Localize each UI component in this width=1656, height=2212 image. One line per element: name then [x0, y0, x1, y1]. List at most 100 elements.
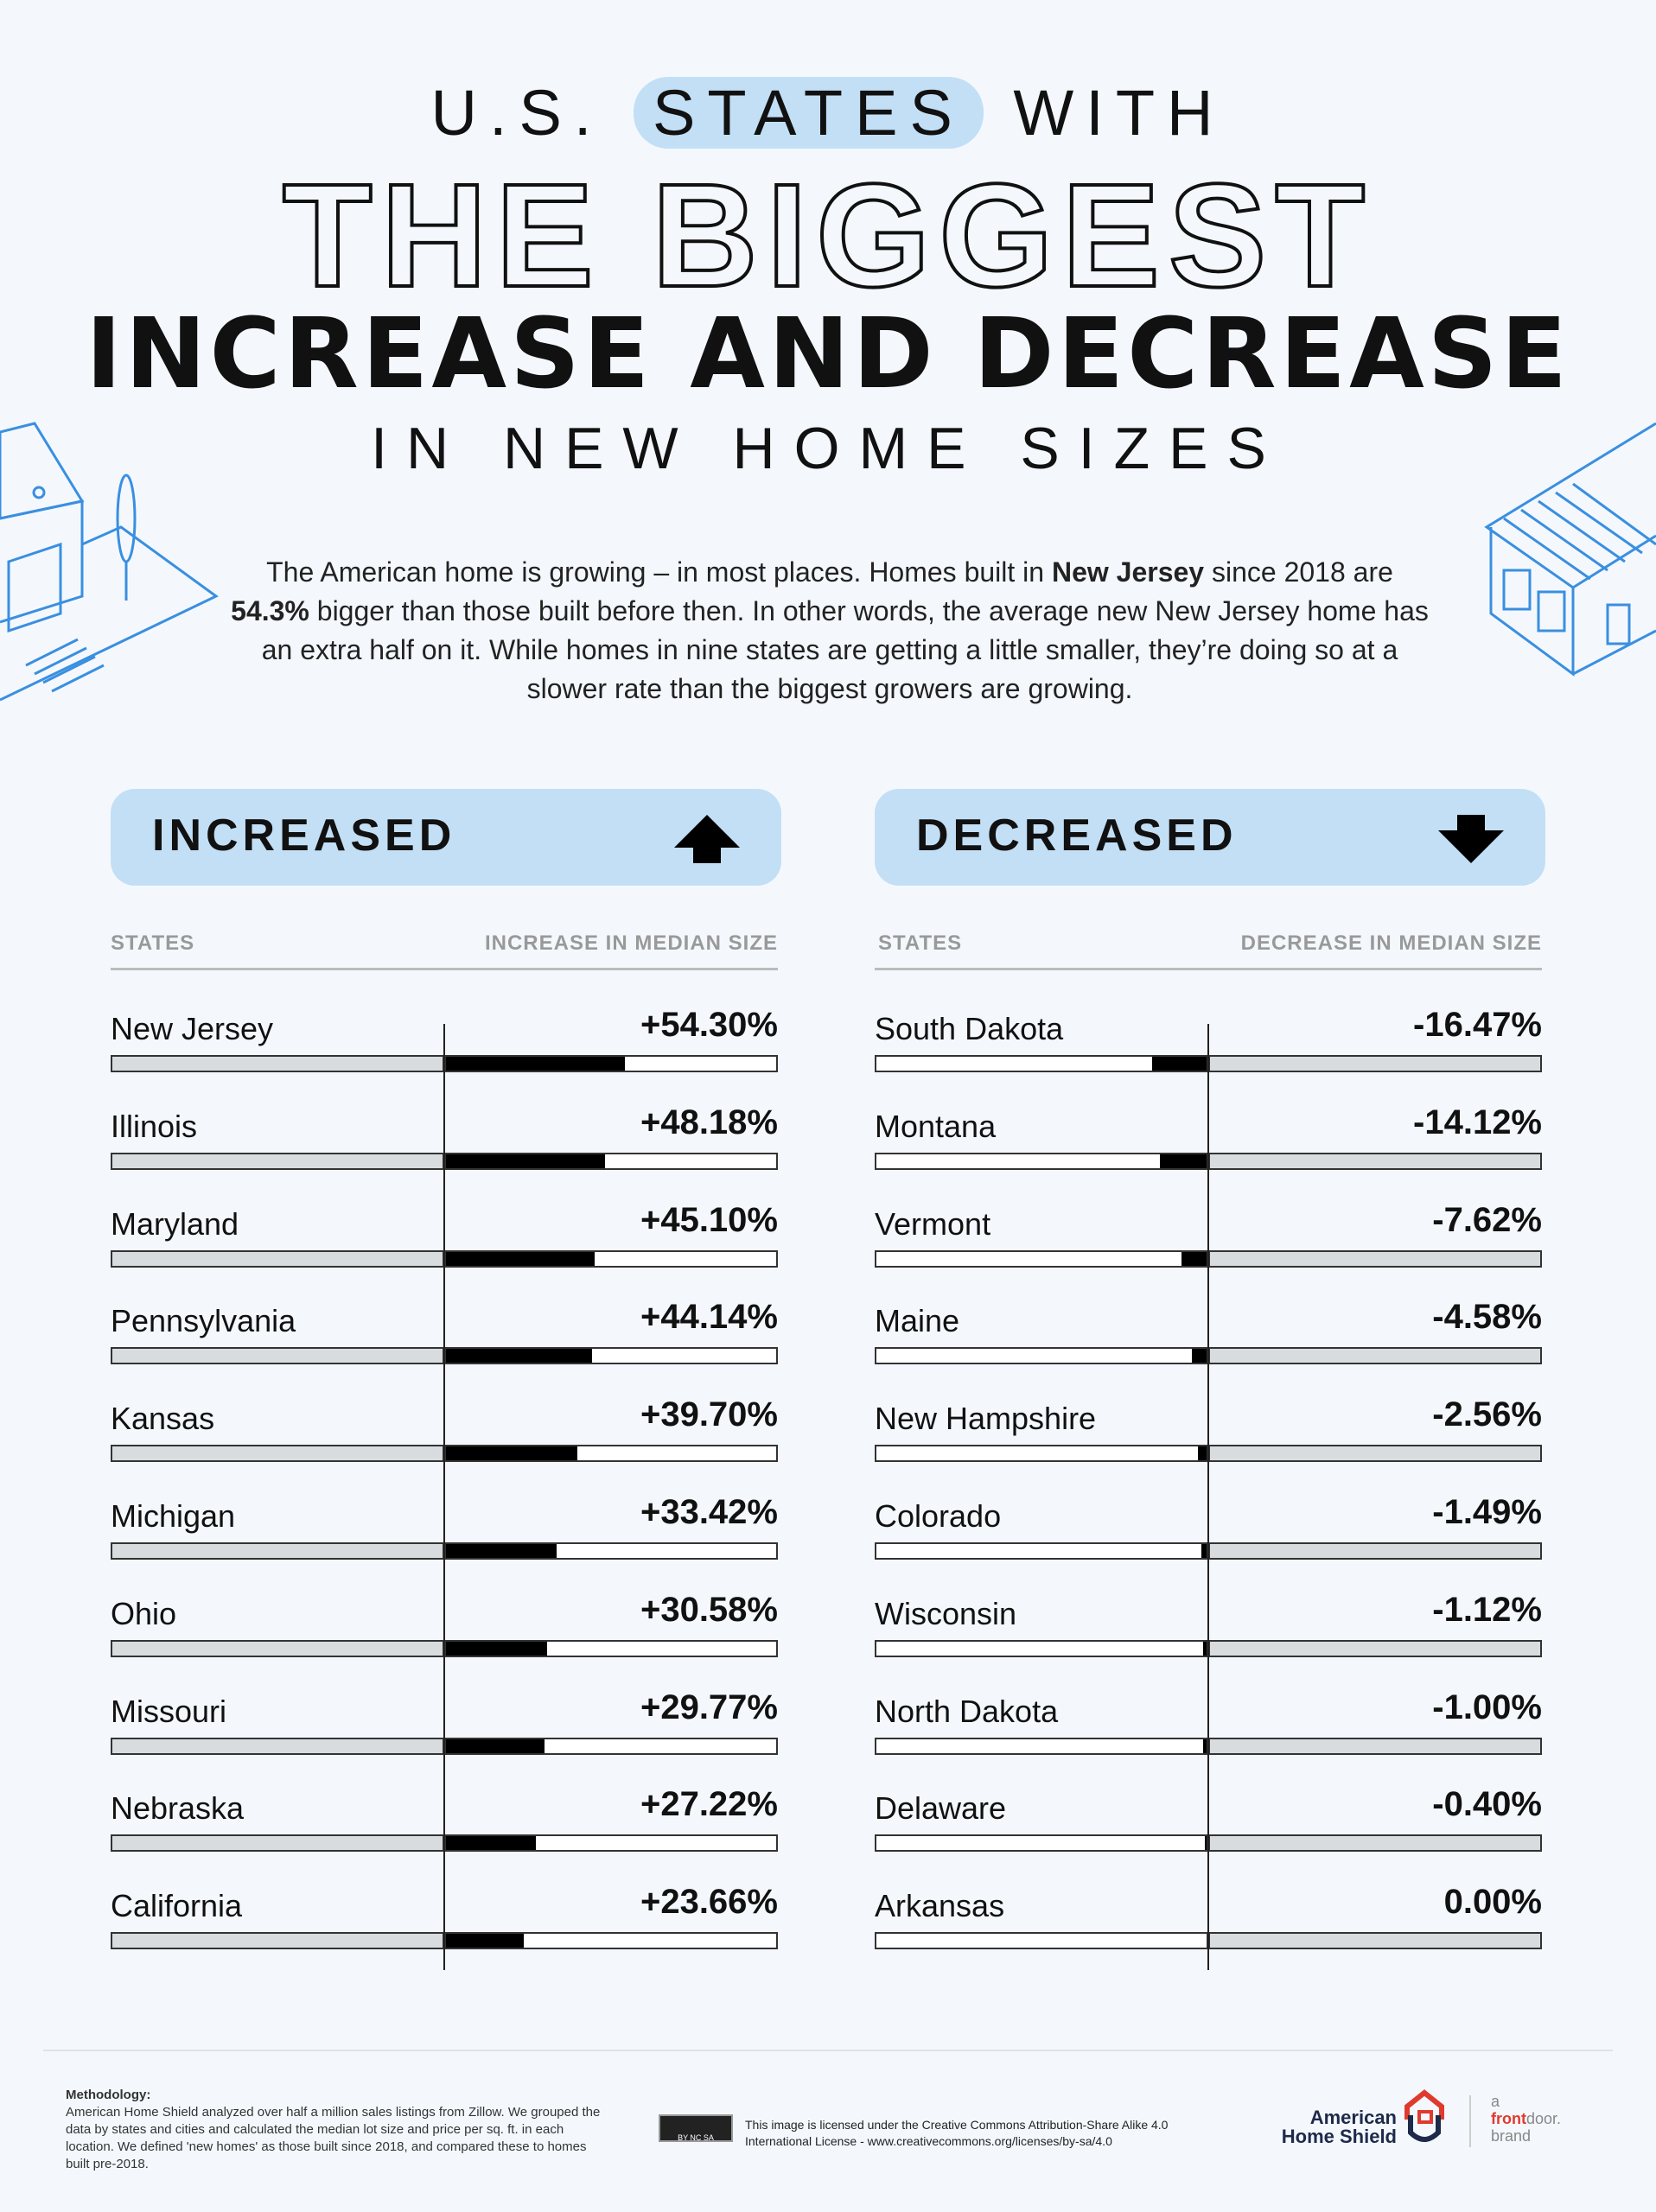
bar-track: [111, 1249, 444, 1268]
cc-license-badge: BY NC SA: [659, 2114, 733, 2142]
bar-track: [111, 1737, 444, 1755]
value-label: +54.30%: [640, 1006, 778, 1044]
title-highlight: STATES: [634, 77, 984, 149]
methodology-text: American Home Shield analyzed over half …: [66, 2105, 601, 2171]
fd-a: a: [1491, 2093, 1500, 2110]
state-name: Delaware: [875, 1790, 1007, 1827]
value-label: -16.47%: [1413, 1006, 1542, 1044]
state-name: Colorado: [875, 1498, 1002, 1534]
value-label: -1.12%: [1432, 1590, 1542, 1629]
divider: [111, 968, 778, 970]
intro-text: since 2018 are: [1204, 556, 1393, 588]
arrow-down-icon: [1438, 815, 1504, 863]
zero-axis-increase: [443, 1024, 445, 1970]
bar-track: [1208, 1834, 1542, 1853]
bar: [444, 1152, 778, 1170]
state-name: California: [111, 1888, 243, 1924]
value-label: -1.00%: [1432, 1688, 1542, 1726]
bar: [444, 1055, 778, 1072]
state-name: Illinois: [111, 1108, 198, 1144]
state-name: North Dakota: [875, 1693, 1059, 1729]
state-name: Maryland: [111, 1205, 239, 1242]
bar: [444, 1249, 778, 1268]
bar-fill: [1152, 1057, 1207, 1071]
bar-fill: [1202, 1641, 1207, 1656]
bar-track: [1208, 1737, 1542, 1755]
bar: [875, 1834, 1208, 1853]
bar-fill: [1201, 1544, 1207, 1558]
fd-front: front: [1491, 2110, 1526, 2127]
chart-row: Michigan +33.42%: [111, 1493, 778, 1595]
bar-track: [111, 1542, 444, 1560]
bar-fill: [1203, 1738, 1207, 1753]
intro-bold: 54.3%: [231, 595, 309, 626]
value-label: +48.18%: [640, 1103, 778, 1141]
col-header-increase: INCREASE IN MEDIAN SIZE: [484, 931, 778, 955]
fd-door: door.: [1525, 2110, 1562, 2127]
bar-track: [1208, 1639, 1542, 1657]
fd-brand: brand: [1491, 2127, 1532, 2145]
value-label: +45.10%: [640, 1200, 778, 1239]
state-name: Wisconsin: [875, 1595, 1017, 1631]
bar-fill: [446, 1934, 525, 1948]
title-line-4: IN NEW HOME SIZES: [371, 416, 1285, 481]
bar-fill: [446, 1154, 606, 1168]
bar: [875, 1737, 1208, 1755]
arrow-up-icon: [674, 815, 740, 863]
value-label: -14.12%: [1413, 1103, 1542, 1141]
bar-track: [111, 1639, 444, 1657]
bar-track: [1208, 1445, 1542, 1463]
chart-row: Illinois +48.18%: [111, 1103, 778, 1205]
intro-paragraph: The American home is growing – in most p…: [225, 553, 1435, 709]
state-name: Pennsylvania: [111, 1303, 296, 1339]
bar: [875, 1445, 1208, 1463]
chart-row: Maryland +45.10%: [111, 1201, 778, 1303]
zero-axis-decrease: [1207, 1024, 1209, 1970]
bar-fill: [446, 1738, 545, 1753]
bar-fill: [446, 1544, 557, 1558]
value-label: +33.42%: [640, 1493, 778, 1531]
chart-row: Missouri +29.77%: [111, 1688, 778, 1790]
bar-fill: [446, 1251, 596, 1266]
house-illustration-left: [0, 422, 219, 702]
bar-track: [1208, 1055, 1542, 1072]
bar-fill: [446, 1349, 592, 1363]
chart-row: Wisconsin -1.12%: [875, 1591, 1542, 1693]
license-text: This image is licensed under the Creativ…: [745, 2118, 1169, 2148]
bar-track: [111, 1152, 444, 1170]
bar-track: [1208, 1542, 1542, 1560]
bar-track: [1208, 1152, 1542, 1170]
col-header-states: STATES: [111, 931, 195, 955]
methodology: Methodology: American Home Shield analyze…: [66, 2087, 602, 2173]
methodology-title: Methodology:: [66, 2088, 151, 2102]
state-name: South Dakota: [875, 1011, 1064, 1046]
footer-divider: [43, 2050, 1613, 2051]
bar: [875, 1542, 1208, 1560]
bar-fill: [1191, 1349, 1207, 1363]
bar-fill: [446, 1641, 547, 1656]
bar: [444, 1932, 778, 1950]
value-label: 0.00%: [1443, 1883, 1542, 1922]
chart-row: Vermont -7.62%: [875, 1201, 1542, 1303]
bar-fill: [446, 1836, 536, 1851]
logo-divider: [1469, 2095, 1471, 2147]
decreased-title: DECREASED: [916, 810, 1238, 861]
chart-row: Nebraska +27.22%: [111, 1785, 778, 1887]
bar: [444, 1834, 778, 1853]
bar-track: [111, 1834, 444, 1853]
chart-row: Kansas +39.70%: [111, 1395, 778, 1497]
title-line-1: U.S. STATES WITH: [0, 76, 1656, 149]
chart-row: Montana -14.12%: [875, 1103, 1542, 1205]
chart-row: Arkansas 0.00%: [875, 1883, 1542, 1985]
ahs-logo-icon: [1404, 2089, 1444, 2142]
bar-track: [111, 1445, 444, 1463]
chart-row: New Jersey +54.30%: [111, 1006, 778, 1108]
bar: [875, 1152, 1208, 1170]
state-name: New Jersey: [111, 1011, 274, 1046]
value-label: +44.14%: [640, 1298, 778, 1337]
bar-track: [1208, 1932, 1542, 1950]
bar-fill: [1181, 1251, 1207, 1266]
state-name: Ohio: [111, 1595, 177, 1631]
chart-row: New Hampshire -2.56%: [875, 1395, 1542, 1497]
house-illustration-right: [1484, 422, 1656, 677]
